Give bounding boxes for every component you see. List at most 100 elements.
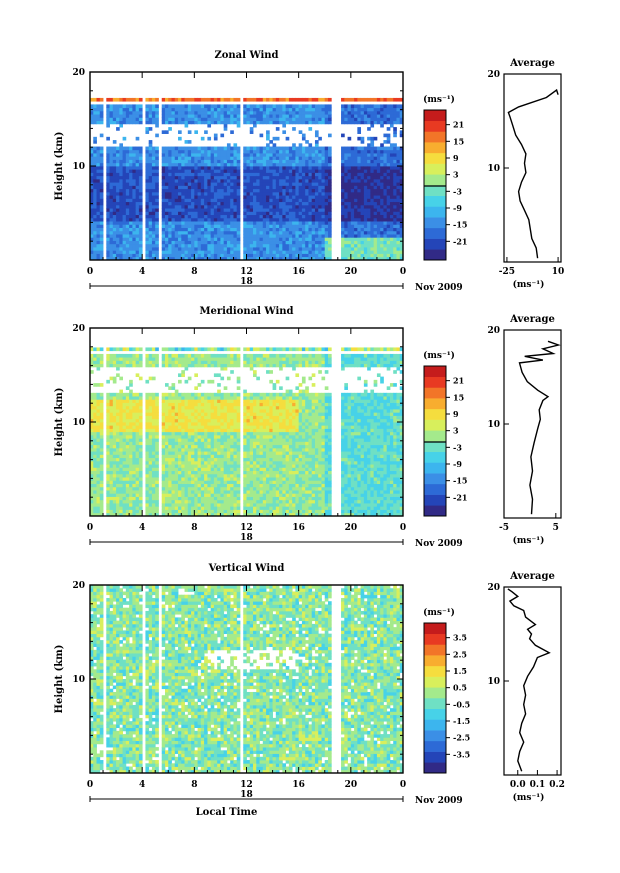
heatmap-cell [363,114,368,118]
heatmap-cell [314,175,319,180]
heatmap-cell [96,110,101,115]
heatmap-cell [249,172,254,177]
heatmap-cell [90,360,94,365]
heatmap-cell [285,162,290,167]
heatmap-cell [269,230,273,235]
heatmap-cell [354,247,358,251]
heatmap-cell [161,506,166,510]
heatmap-cell [171,250,176,254]
heatmap-cell [321,208,326,212]
heatmap-cell [164,204,169,209]
heatmap-cell [210,114,215,118]
heatmap-cell [171,467,176,472]
heatmap-cell [236,120,241,125]
heatmap-cell [357,169,362,173]
heatmap-cell [164,185,169,190]
heatmap-cell [178,104,182,109]
heatmap-cell [151,146,156,151]
heatmap-cell [288,172,293,177]
heatmap-cell [308,175,313,180]
heatmap-cell [204,240,208,245]
heatmap-cell [350,159,355,164]
heatmap-cell [347,191,352,196]
heatmap-cell [99,422,104,426]
heatmap-cell [396,208,401,212]
heatmap-cell [145,159,150,164]
heatmap-cell [266,214,270,219]
heatmap-cell [396,191,401,196]
heatmap-cell [373,230,378,235]
heatmap-cell [122,392,127,397]
heatmap-cell [151,159,156,164]
heatmap-cell [116,191,120,196]
heatmap-cell [197,185,202,190]
heatmap-cell [174,224,179,228]
heatmap-cell [279,243,283,248]
heatmap-cell [99,172,104,177]
heatmap-cell [122,409,127,413]
heatmap-cell [178,130,182,134]
heatmap-cell [367,178,371,183]
heatmap-cell [279,204,283,209]
heatmap-cell [96,208,101,212]
heatmap-cell [93,470,97,475]
heatmap-cell [119,353,123,358]
heatmap-cell [119,512,123,517]
heatmap-cell [217,166,221,170]
heatmap-cell [249,250,254,254]
heatmap-cell [174,237,179,241]
heatmap-cell [380,175,384,180]
heatmap-cell [360,230,365,235]
heatmap-cell [164,396,169,400]
heatmap-cell [295,253,300,258]
heatmap-cell [112,240,117,245]
heatmap-cell [376,227,381,232]
heatmap-cell [292,146,296,151]
x-tick-label: 8 [191,267,197,277]
heatmap-cell [178,201,182,206]
heatmap-cell [168,360,172,365]
heatmap-cell [389,201,394,206]
heatmap-cell [360,149,365,154]
heatmap-cell [116,460,120,465]
heatmap-cell [275,247,280,251]
heatmap-cell [90,499,94,504]
heatmap-cell [350,178,355,183]
heatmap-cell [305,188,309,193]
heatmap-cell [168,208,172,212]
heatmap-cell [168,159,172,164]
heatmap-cell [132,243,137,248]
heatmap-cell [151,211,156,216]
heatmap-cell [135,425,140,429]
heatmap-cell [125,256,130,261]
heatmap-cell [161,117,166,122]
heatmap-cell [204,114,208,118]
heatmap-cell [321,110,326,115]
heatmap-cell [148,127,153,131]
heatmap-cell [184,182,189,186]
heatmap-cell [171,224,176,228]
heatmap-cell [168,493,172,497]
heatmap-cell [129,383,133,387]
heatmap-cell [93,140,97,144]
heatmap-cell [360,104,365,109]
heatmap-cell [99,175,104,180]
heatmap-cell [314,159,319,164]
heatmap-cell [288,156,293,160]
heatmap-cell [311,234,316,238]
heatmap-cell [226,156,231,160]
heatmap-cell [350,211,355,216]
heatmap-cell [292,156,296,160]
heatmap-cell [119,503,123,507]
heatmap-cell [148,412,153,416]
heatmap-cell [308,104,313,109]
heatmap-cell [223,253,228,258]
heatmap-cell [194,166,198,170]
heatmap-cell [178,166,182,170]
heatmap-cell [174,480,179,484]
heatmap-cell [164,237,169,241]
heatmap-cell [129,451,133,455]
heatmap-cell [181,120,185,125]
heatmap-cell [220,159,225,164]
heatmap-cell [311,156,316,160]
